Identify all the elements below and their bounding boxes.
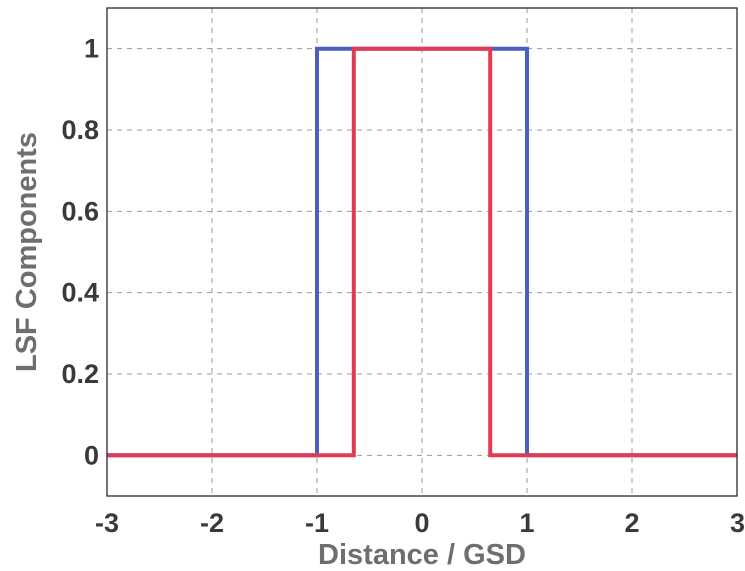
y-axis-label: LSF Components bbox=[11, 132, 43, 372]
x-tick-labels: -3 -2 -1 0 1 2 3 bbox=[95, 508, 745, 538]
x-tick-label: 3 bbox=[730, 508, 745, 538]
y-tick-label: 0 bbox=[84, 440, 99, 470]
x-axis-label: Distance / GSD bbox=[318, 539, 526, 571]
x-tick-label: 0 bbox=[414, 508, 429, 538]
x-tick-label: 1 bbox=[519, 508, 534, 538]
grid bbox=[106, 8, 738, 496]
y-tick-label: 0.2 bbox=[61, 359, 99, 389]
y-tick-label: 1 bbox=[84, 34, 99, 64]
y-tick-label: 0.4 bbox=[61, 278, 99, 308]
y-tick-label: 0.8 bbox=[61, 115, 99, 145]
x-tick-label: 2 bbox=[624, 508, 639, 538]
series-group bbox=[107, 46, 737, 458]
y-tick-label: 0.6 bbox=[61, 196, 99, 226]
x-tick-label: -2 bbox=[200, 508, 224, 538]
plot-frame bbox=[106, 7, 738, 497]
series-line-2 bbox=[107, 46, 737, 458]
x-tick-label: -1 bbox=[305, 508, 329, 538]
x-tick-label: -3 bbox=[95, 508, 119, 538]
y-tick-labels: 0 0.2 0.4 0.6 0.8 1 bbox=[61, 34, 99, 471]
